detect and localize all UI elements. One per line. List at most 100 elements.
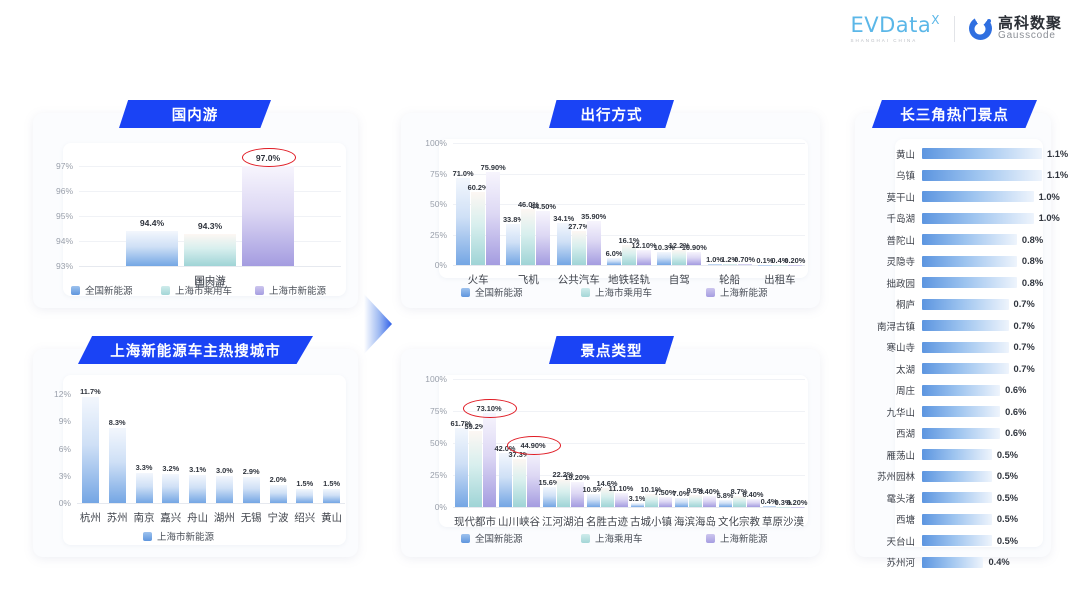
y-axis-tick: 75% [429, 406, 447, 416]
logo-divider [953, 15, 955, 42]
bar [622, 245, 636, 265]
x-axis-label: 绍兴 [294, 512, 316, 524]
gausscode-mark-icon [968, 17, 992, 41]
spot-bar [922, 298, 1009, 310]
legend-swatch [706, 533, 715, 543]
legend-label: 全国新能源 [85, 286, 133, 297]
spot-bar [922, 363, 1009, 375]
bar-value-label: 0.4% [771, 255, 789, 265]
list-item: 雁荡山 0.5% [863, 444, 1041, 466]
gridline [453, 475, 805, 476]
bar-value-label: 15.6% [538, 478, 560, 488]
spot-value: 1.0% [1038, 191, 1060, 202]
bar-value-label: 3.1% [189, 464, 207, 474]
bar [536, 210, 551, 265]
spot-name: 拙政园 [886, 278, 915, 290]
spot-bar-track: 0.5% [922, 492, 1041, 504]
gridline [79, 191, 341, 192]
spot-bar-track: 1.0% [922, 191, 1060, 203]
list-item: 黄山 1.1% [863, 143, 1068, 165]
bar-value-label: 12.2% [668, 241, 690, 251]
bar-value-label: 16.1% [618, 236, 640, 246]
bar [586, 221, 601, 265]
spot-bar-track: 1.0% [922, 212, 1060, 224]
y-axis-tick: 100% [425, 374, 447, 384]
spot-bar-track: 0.4% [922, 556, 1041, 568]
legend-swatch [581, 287, 590, 297]
bar [471, 191, 486, 265]
bar-value-label: 75.90% [480, 163, 506, 173]
evdata-text: EVData [850, 13, 932, 37]
bar [189, 474, 207, 503]
list-item: 天台山 0.5% [863, 530, 1041, 552]
bar [162, 473, 180, 503]
spot-name: 天台山 [886, 536, 915, 548]
bar-value-label: 0.20% [786, 497, 808, 507]
list-item: 西塘 0.5% [863, 509, 1041, 531]
x-axis-label: 南京 [133, 512, 155, 524]
x-axis-label: 飞机 [517, 274, 539, 286]
list-item: 拙政园 0.8% [863, 272, 1044, 294]
legend-swatch [581, 533, 590, 543]
bar [732, 495, 746, 507]
bar [790, 506, 804, 508]
spot-bar-track: 0.6% [922, 406, 1041, 418]
bar [586, 493, 600, 507]
bar [486, 172, 501, 265]
bar [637, 250, 651, 265]
panel-title-hot-cities: 上海新能源车主热搜城市 [78, 336, 313, 364]
y-axis-tick: 6% [58, 443, 71, 454]
spot-bar-track: 0.5% [922, 470, 1041, 482]
gridline [453, 143, 805, 144]
legend-item: 上海乘用车 [581, 531, 643, 545]
list-item: 灵隐寺 0.8% [863, 251, 1043, 273]
x-axis-group-label: 国内游 [195, 279, 225, 290]
spot-value: 0.5% [996, 449, 1019, 460]
spot-bar [922, 255, 1017, 267]
gridline [79, 166, 341, 167]
gausscode-wordmark: 高科数聚 Gausscode [998, 15, 1062, 42]
spot-name: 普陀山 [886, 235, 915, 247]
y-axis-tick: 25% [429, 470, 447, 480]
y-axis-tick: 50% [429, 199, 447, 209]
bar-value-label: 10.1% [640, 485, 662, 495]
legend-label: 全国新能源 [475, 288, 523, 299]
x-axis-label: 古城小镇 [630, 516, 672, 528]
legend-item: 上海市新能源 [255, 283, 326, 297]
spot-bar [922, 513, 992, 525]
x-axis-label: 无锡 [240, 512, 262, 524]
bar [526, 449, 540, 507]
x-axis-label: 火车 [467, 274, 489, 286]
axis-baseline [79, 266, 341, 267]
y-axis-tick: 0% [434, 260, 447, 270]
spot-value: 0.4% [988, 557, 1010, 568]
chart-attraction-type: 0% 25% 50% 75% 100% 61.7% 59.2% 73.10% 现代都市 42.0%… [401, 349, 820, 557]
x-axis-label: 嘉兴 [160, 512, 182, 524]
x-axis-label: 草原沙漠 [762, 516, 804, 528]
bar-value-label: 2.0% [269, 474, 287, 484]
bar [644, 494, 658, 507]
spot-bar-track: 0.8% [922, 234, 1043, 246]
bar-value-label: 3.3% [135, 463, 153, 473]
bar-value-label: 8.40% [698, 487, 720, 497]
bar-value-label: 0.70% [734, 255, 756, 265]
bar-value-label: 10.5% [582, 484, 604, 494]
bar [242, 166, 294, 266]
x-axis-label: 山川峡谷 [498, 516, 540, 528]
spot-value: 0.8% [1021, 277, 1044, 288]
legend-swatch [706, 287, 715, 297]
y-axis-tick: 50% [429, 438, 447, 448]
spot-value: 1.0% [1038, 213, 1060, 224]
spot-name: 九华山 [886, 407, 915, 419]
bar [702, 496, 716, 507]
spot-bar [922, 535, 992, 547]
chart-hot-cities: 0% 3% 6% 9% 12% 11.7% 杭州 8.3% 苏州 3.3% 南京 3.2% 嘉兴 3.1%… [33, 349, 358, 557]
panel-title-attraction-type: 景点类型 [549, 336, 674, 364]
list-item: 苏州园林 0.5% [863, 466, 1041, 488]
x-axis-label: 轮船 [719, 274, 741, 286]
bar [672, 250, 687, 265]
bar-value-label: 2.9% [242, 466, 260, 476]
bar-value-label: 27.7% [568, 222, 590, 232]
bar [456, 178, 471, 265]
